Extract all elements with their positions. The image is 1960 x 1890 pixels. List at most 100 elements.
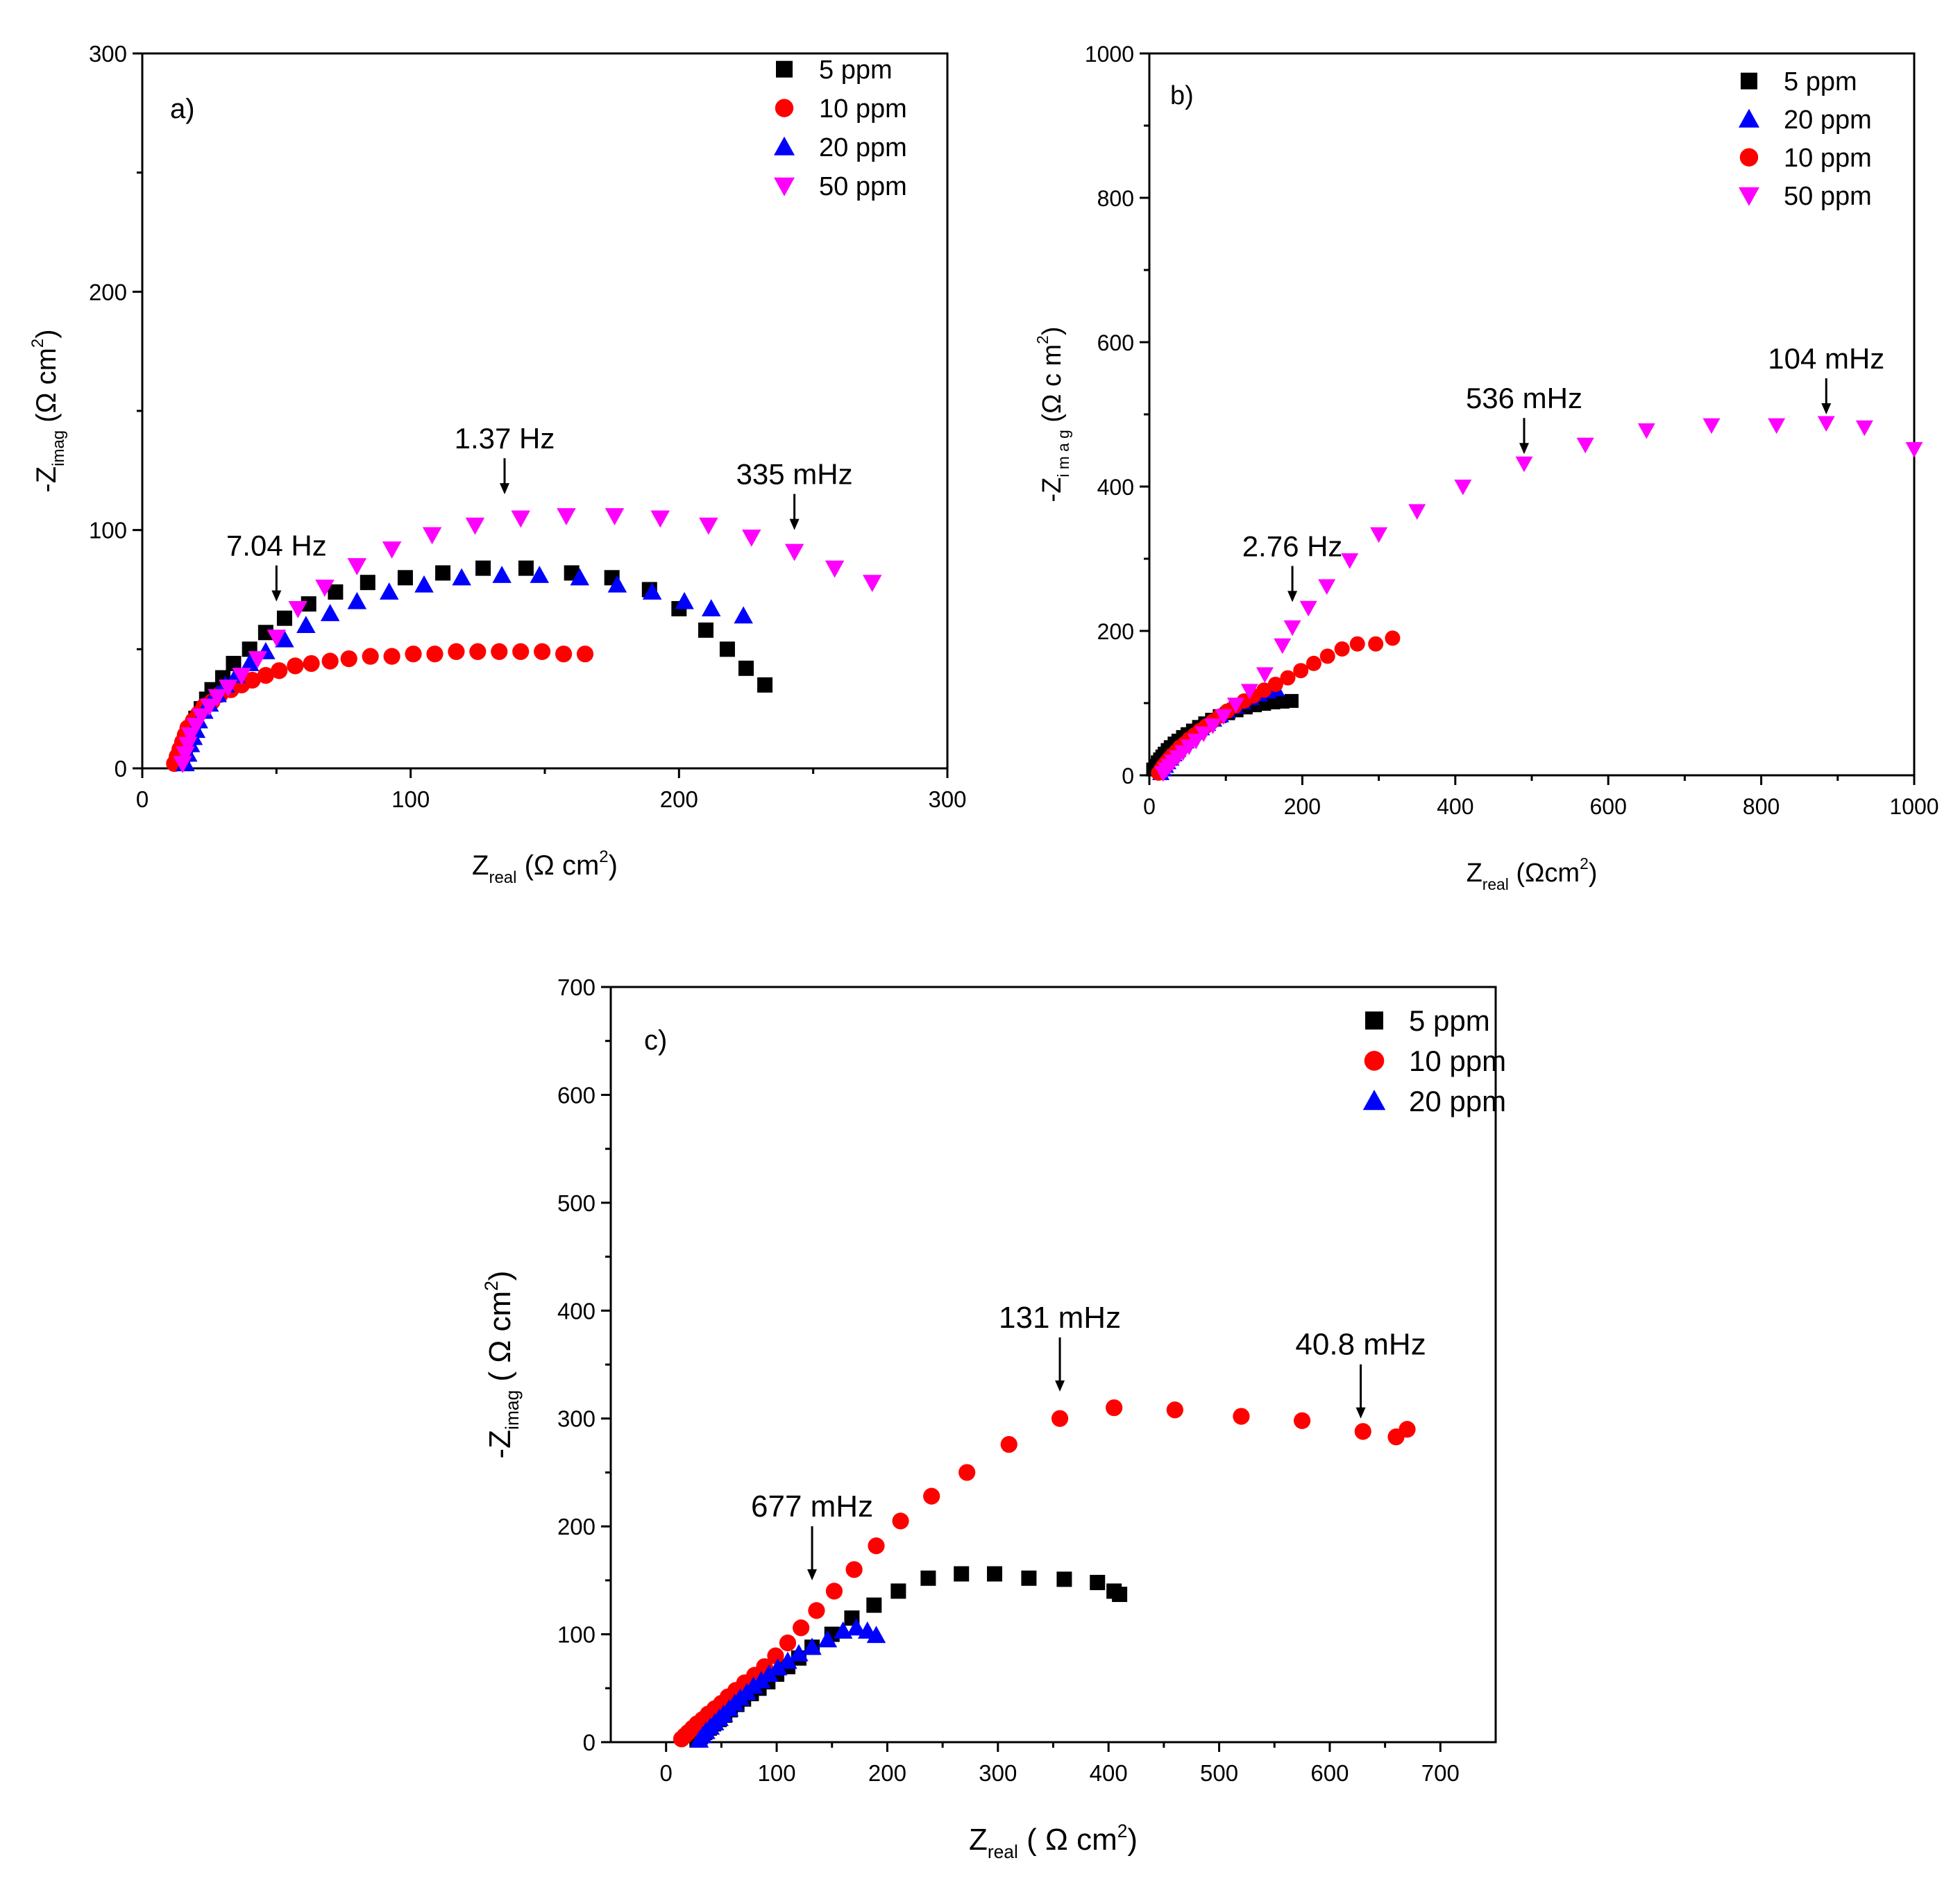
data-point	[1056, 1571, 1072, 1587]
data-point	[491, 643, 508, 660]
data-point	[1203, 718, 1222, 734]
data-point	[511, 510, 530, 528]
x-axis-label-sup: 2	[1117, 1821, 1128, 1841]
data-point	[448, 643, 465, 660]
frequency-annotation: 2.76 Hz	[1242, 530, 1343, 562]
frequency-annotation: 7.04 Hz	[226, 530, 327, 562]
x-axis-label-sub: real	[988, 1841, 1018, 1862]
data-point	[321, 652, 339, 670]
chart-panel-c: 0 100 200 300 400 500 600 700 0 100 200 300 400 500 60…	[481, 974, 1506, 1862]
y-tick-label: 100	[557, 1622, 595, 1648]
y-axis-label-sup: 2	[481, 1281, 502, 1291]
data-point	[987, 1566, 1003, 1582]
y-axis-label-sup: 2	[1033, 335, 1051, 344]
legend-marker	[1741, 72, 1757, 90]
data-point	[757, 677, 773, 693]
data-point	[199, 698, 219, 716]
x-axis-label-unit: (Ω cm	[517, 850, 600, 881]
legend-marker	[1362, 1090, 1386, 1111]
annotation-arrowhead	[1055, 1380, 1065, 1392]
x-axis-label-sub: real	[1482, 875, 1509, 893]
data-point	[360, 575, 375, 591]
data-point	[530, 566, 550, 583]
x-tick-label: 800	[1743, 794, 1780, 819]
data-point	[892, 1512, 909, 1530]
data-point	[1399, 1421, 1416, 1438]
data-point	[1233, 1408, 1250, 1425]
legend-marker	[775, 99, 794, 117]
x-axis-label: Zreal ( Ω cm2)	[969, 1821, 1138, 1862]
data-point	[576, 646, 594, 663]
data-point	[738, 660, 754, 676]
annotation-arrowhead	[1287, 591, 1298, 602]
data-point	[789, 1644, 809, 1662]
data-point	[405, 646, 422, 663]
data-point	[257, 625, 273, 641]
frequency-annotation: 677 mHz	[751, 1490, 873, 1524]
annotation-arrowhead	[1519, 443, 1529, 455]
legend-label: 20 ppm	[1784, 106, 1872, 135]
legend-label: 10 ppm	[1409, 1045, 1506, 1077]
data-point	[767, 1647, 784, 1664]
legend: 5 ppm 10 ppm 20 ppm 50 ppm	[774, 56, 907, 201]
data-point	[719, 641, 735, 657]
annotation-arrowhead	[1355, 1407, 1366, 1419]
x-axis-label-close: )	[1589, 859, 1598, 888]
data-point	[1284, 693, 1299, 708]
data-point	[1293, 1412, 1311, 1429]
data-point	[784, 543, 804, 562]
x-axis-label-sup: 2	[1580, 854, 1589, 872]
data-point	[890, 1583, 906, 1599]
data-point	[1194, 726, 1213, 743]
data-point	[607, 575, 627, 593]
data-point	[1187, 734, 1205, 750]
legend-marker	[774, 136, 795, 155]
data-point	[1166, 1401, 1183, 1419]
series-10-ppm	[673, 1399, 1416, 1748]
data-point	[340, 650, 357, 668]
data-point	[435, 565, 451, 581]
annotation-arrowhead	[1821, 403, 1832, 414]
x-tick-label: 0	[660, 1760, 673, 1786]
x-tick-label: 200	[868, 1760, 906, 1786]
legend-label: 50 ppm	[819, 172, 907, 201]
data-point	[303, 655, 320, 673]
y-tick-label: 200	[557, 1514, 595, 1539]
y-tick-label: 0	[115, 756, 127, 782]
data-point	[512, 643, 530, 660]
data-point	[296, 616, 316, 633]
x-tick-label: 700	[1421, 1760, 1460, 1786]
data-point	[845, 1561, 863, 1578]
series-5-ppm	[175, 560, 773, 772]
panel-label: b)	[1170, 81, 1194, 110]
data-point	[276, 610, 292, 626]
y-tick-label: 700	[557, 974, 595, 1000]
data-point	[1349, 636, 1365, 652]
data-point	[1240, 684, 1258, 700]
data-point	[778, 1651, 797, 1669]
y-axis-label-main: -Z	[1038, 478, 1067, 503]
x-axis-label: Zreal (Ω cm2)	[472, 847, 618, 887]
data-point	[1385, 630, 1401, 646]
legend-label: 10 ppm	[819, 94, 907, 124]
data-point	[1408, 504, 1426, 520]
data-point	[469, 643, 487, 660]
x-tick-label: 100	[391, 786, 430, 812]
legend-marker	[1364, 1051, 1385, 1071]
x-tick-label: 200	[1284, 794, 1321, 819]
frequency-annotation: 131 mHz	[999, 1301, 1121, 1335]
frequency-annotation: 104 mHz	[1768, 342, 1884, 375]
data-point	[1817, 416, 1835, 432]
x-tick-label: 300	[979, 1760, 1017, 1786]
data-point	[1318, 579, 1336, 596]
y-axis-label-close: )	[31, 329, 62, 338]
data-point	[954, 1566, 970, 1582]
x-axis-label-close: )	[609, 850, 618, 881]
x-tick-label: 200	[660, 786, 698, 812]
data-point	[818, 1630, 838, 1648]
data-point	[1637, 423, 1655, 439]
data-point	[173, 756, 192, 773]
series-5-ppm	[689, 1566, 1128, 1748]
legend-marker	[1739, 187, 1759, 206]
y-tick-label: 200	[1097, 619, 1134, 644]
